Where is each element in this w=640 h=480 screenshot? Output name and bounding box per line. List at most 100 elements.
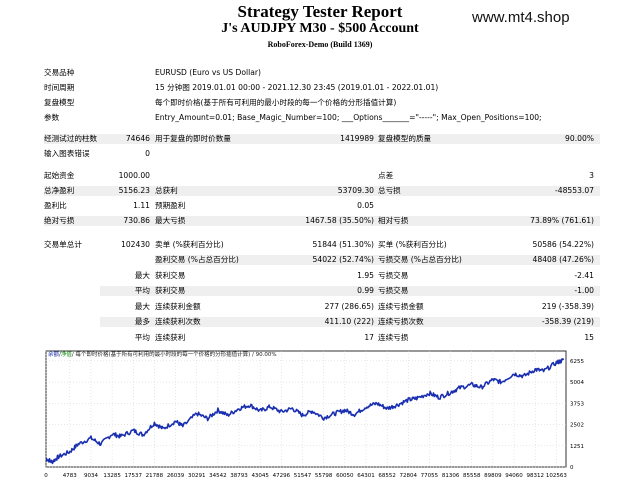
balance-line xyxy=(45,358,565,465)
average-win-label: 获利交易 xyxy=(155,286,186,295)
maximal-label: 最多 xyxy=(134,317,150,326)
max-consecutive-losses-value: 219 (-358.39) xyxy=(541,302,594,311)
legend-note: / 每个即时价格(基于所有可利用的最小时段的每一个价格的分形插值计算) / 90… xyxy=(71,352,277,358)
x-tick-label: 0 xyxy=(44,473,48,479)
x-tick-label: 98312 xyxy=(526,473,544,479)
plot-area xyxy=(45,350,567,468)
max-consecutive-losses-label: 连续亏损金额 xyxy=(378,302,424,311)
x-tick-label: 38793 xyxy=(230,473,248,479)
gross-loss-value: -48553.07 xyxy=(555,186,594,195)
x-tick-label: 55798 xyxy=(315,473,333,479)
y-tick-label: 3753 xyxy=(570,401,584,407)
spread-value: 3 xyxy=(589,171,594,180)
profit-factor-label: 盈利比 xyxy=(44,201,67,210)
avg-consecutive-label: 平均 xyxy=(134,333,150,342)
largest-win-value: 1.95 xyxy=(357,271,374,280)
avg-consecutive-losses-label: 连续亏损 xyxy=(378,333,409,342)
avg-consecutive-wins-label: 连续获利 xyxy=(155,333,186,342)
x-tick-label: 77055 xyxy=(421,473,439,479)
average-win-value: 0.99 xyxy=(357,286,374,295)
loss-trades-value: 48408 (47.26%) xyxy=(532,255,594,264)
gross-profit-value: 53709.30 xyxy=(337,186,374,195)
profit-trades-label: 盈利交易 (%占总百分比) xyxy=(155,255,239,264)
x-tick-label: 30291 xyxy=(188,473,206,479)
bars-value: 74646 xyxy=(125,134,150,143)
absolute-drawdown-value: 730.86 xyxy=(123,216,150,225)
bars-label: 经测试过的柱数 xyxy=(44,134,98,143)
x-tick-label: 89809 xyxy=(484,473,502,479)
x-tick-label: 34542 xyxy=(209,473,227,479)
profit-factor-value: 1.11 xyxy=(133,201,150,210)
x-tick-label: 47296 xyxy=(273,473,291,479)
long-positions-label: 买单 (%获利百分比) xyxy=(378,240,447,249)
average-loss-label: 亏损交易 xyxy=(378,286,409,295)
long-positions-value: 50586 (54.22%) xyxy=(532,240,594,249)
gross-profit-label: 总获利 xyxy=(155,186,178,195)
server-build: RoboForex-Demo (Build 1369) xyxy=(267,40,373,49)
deposit-value: 1000.00 xyxy=(118,171,150,180)
profit-trades-value: 54022 (52.74%) xyxy=(312,255,374,264)
x-tick-label: 85558 xyxy=(463,473,481,479)
ticks-label: 用于复盘的即时价数量 xyxy=(155,134,231,143)
avg-consecutive-losses-value: 15 xyxy=(584,333,594,342)
parameters-label: 参数 xyxy=(44,113,60,122)
x-tick-label: 43045 xyxy=(251,473,269,479)
largest-loss-label: 亏损交易 xyxy=(378,271,409,280)
relative-drawdown-label: 相对亏损 xyxy=(378,216,409,225)
symbol-label: 交易品种 xyxy=(44,68,75,77)
net-profit-value: 5156.23 xyxy=(118,186,150,195)
spread-label: 点差 xyxy=(378,171,394,180)
x-tick-label: 68552 xyxy=(378,473,396,479)
largest-loss-value: -2.41 xyxy=(574,271,594,280)
legend-equity: 净值 xyxy=(60,352,72,358)
max-consecutive-loss-label: 连续亏损次数 xyxy=(378,317,424,326)
ticks-value: 1419989 xyxy=(340,134,374,143)
average-loss-value: -1.00 xyxy=(574,286,594,295)
short-positions-value: 51844 (51.30%) xyxy=(312,240,374,249)
average-label: 平均 xyxy=(134,286,150,295)
max-consecutive-profit-value: 411.10 (222) xyxy=(324,317,374,326)
short-positions-label: 卖单 (%获利百分比) xyxy=(155,240,224,249)
gross-loss-label: 总亏损 xyxy=(378,186,401,195)
total-trades-value: 102430 xyxy=(121,240,150,249)
y-tick-label: 1251 xyxy=(570,444,584,450)
y-tick-label: 0 xyxy=(570,465,574,471)
max-drawdown-value: 1467.58 (35.50%) xyxy=(305,216,374,225)
relative-drawdown-value: 73.89% (761.61) xyxy=(530,216,594,225)
total-trades-label: 交易单总计 xyxy=(44,240,82,249)
x-tick-label: 17537 xyxy=(125,473,143,479)
y-tick-label: 5004 xyxy=(570,380,584,386)
avg-consecutive-wins-value: 17 xyxy=(364,333,374,342)
period-label: 时间周期 xyxy=(44,83,75,92)
x-tick-label: 64301 xyxy=(357,473,375,479)
net-profit-label: 总净盈利 xyxy=(44,186,75,195)
largest-win-label: 获利交易 xyxy=(155,271,186,280)
errors-label: 输入图表错误 xyxy=(44,149,90,158)
quality-value: 90.00% xyxy=(565,134,594,143)
x-tick-label: 102563 xyxy=(546,473,567,479)
quality-label: 复盘模型的质量 xyxy=(378,134,432,143)
max-consecutive-wins-value: 277 (286.65) xyxy=(324,302,374,311)
max-consecutive-wins-label: 连续获利金额 xyxy=(155,302,201,311)
loss-trades-label: 亏损交易 (%占总百分比) xyxy=(378,255,462,264)
period-value: 15 分钟图 2019.01.01 00:00 - 2021.12.30 23:… xyxy=(155,83,439,92)
x-tick-label: 26039 xyxy=(167,473,185,479)
max-drawdown-label: 最大亏损 xyxy=(155,216,186,225)
parameters-value: Entry_Amount=0.01; Base_Magic_Number=100… xyxy=(155,113,542,122)
watermark-url: www.mt4.shop xyxy=(472,9,570,26)
expected-payoff-value: 0.05 xyxy=(357,201,374,210)
y-tick-label: 2502 xyxy=(570,423,584,429)
x-tick-label: 4783 xyxy=(63,473,77,479)
model-value: 每个即时价格(基于所有可利用的最小时段的每一个价格的分形插值计算) xyxy=(155,98,397,107)
x-tick-label: 9034 xyxy=(84,473,98,479)
errors-value: 0 xyxy=(145,149,150,158)
x-tick-label: 72804 xyxy=(400,473,418,479)
chart-legend: 余额/净值/ 每个即时价格(基于所有可利用的最小时段的每一个价格的分形插值计算)… xyxy=(48,352,277,358)
x-tick-label: 81306 xyxy=(442,473,460,479)
max-consecutive-loss-value: -358.39 (219) xyxy=(541,317,594,326)
largest-label: 最大 xyxy=(134,271,150,280)
x-tick-label: 51547 xyxy=(294,473,312,479)
x-tick-label: 60050 xyxy=(336,473,354,479)
x-tick-label: 13285 xyxy=(103,473,121,479)
symbol-value: EURUSD (Euro vs US Dollar) xyxy=(155,68,261,77)
